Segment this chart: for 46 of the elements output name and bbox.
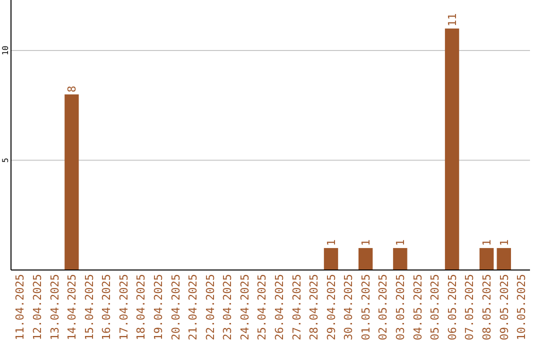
x-tick-label: 11.04.2025 <box>14 274 27 340</box>
x-tick-label: 03.05.2025 <box>394 274 408 340</box>
bar <box>393 248 408 270</box>
x-tick-label: 13.04.2025 <box>48 274 62 340</box>
x-tick-label: 21.04.2025 <box>186 274 200 340</box>
x-tick-label: 15.04.2025 <box>82 274 96 340</box>
data-label: 11 <box>446 13 459 27</box>
x-tick-label: 02.05.2025 <box>376 274 390 340</box>
bar <box>444 28 460 270</box>
x-tick-label: 16.04.2025 <box>100 274 114 340</box>
x-tick-label: 14.04.2025 <box>66 274 79 340</box>
bar <box>64 94 79 270</box>
x-tick-label: 05.05.2025 <box>428 274 442 340</box>
bar <box>496 248 511 270</box>
data-label: 8 <box>66 86 79 92</box>
x-tick-label: 01.05.2025 <box>359 274 372 340</box>
y-tick-label: 10 <box>0 45 10 56</box>
x-tick-label: 07.05.2025 <box>463 274 476 340</box>
x-tick-label: 25.04.2025 <box>256 274 269 340</box>
x-tick-label: 22.04.2025 <box>204 274 217 340</box>
x-tick-label: 30.04.2025 <box>342 274 356 340</box>
x-tick-label: 06.05.2025 <box>446 274 459 340</box>
x-tick-label: 27.04.2025 <box>290 274 304 340</box>
bar <box>358 248 373 270</box>
x-tick-label: 28.04.2025 <box>308 274 321 340</box>
x-tick-label: 09.05.2025 <box>498 274 511 340</box>
x-tick-label: 24.04.2025 <box>238 274 252 340</box>
x-tick-label: 04.05.2025 <box>411 274 424 340</box>
data-label: 1 <box>324 239 338 246</box>
data-label: 1 <box>498 239 511 246</box>
data-label: 1 <box>480 239 494 246</box>
x-tick-label: 17.04.2025 <box>117 274 130 340</box>
x-tick-label: 10.05.2025 <box>515 274 528 340</box>
bar <box>480 248 494 270</box>
y-tick-label: 5 <box>0 158 10 163</box>
x-tick-label: 19.04.2025 <box>152 274 165 340</box>
x-tick-label: 29.04.2025 <box>324 274 338 340</box>
x-tick-label: 12.04.2025 <box>30 274 44 340</box>
x-tick-label: 08.05.2025 <box>480 274 494 340</box>
bar <box>324 248 338 270</box>
data-label: 1 <box>359 239 372 246</box>
x-tick-label: 23.04.2025 <box>221 274 234 340</box>
x-tick-label: 18.04.2025 <box>134 274 148 340</box>
data-label: 1 <box>394 239 408 246</box>
x-tick-label: 26.04.2025 <box>272 274 286 340</box>
x-tick-label: 20.04.2025 <box>169 274 182 340</box>
